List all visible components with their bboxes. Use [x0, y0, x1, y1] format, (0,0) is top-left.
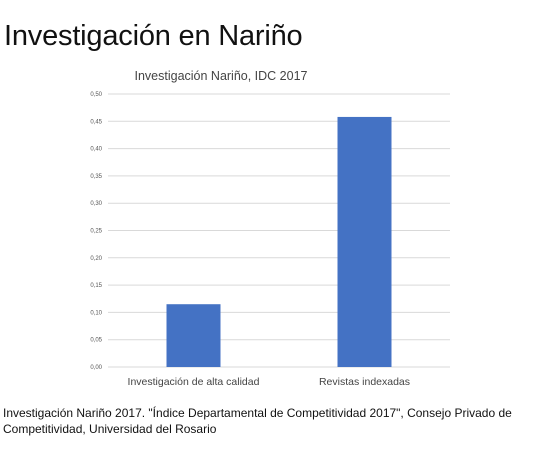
bar	[337, 116, 392, 367]
source-caption: Investigación Nariño 2017. "Índice Depar…	[3, 406, 512, 436]
x-category-label: Investigación de alta calidad	[128, 376, 260, 388]
x-axis-category-labels: Investigación de alta calidad Revistas in…	[128, 376, 410, 388]
y-tick-label: 0,10	[90, 310, 102, 316]
bar-chart: Investigación Nariño, IDC 2017 0,000,050…	[90, 69, 450, 388]
y-tick-label: 0,35	[90, 174, 102, 180]
y-tick-label: 0,05	[90, 338, 102, 344]
slide-title: Investigación en Nariño	[4, 20, 303, 52]
y-axis-tick-labels: 0,00 0,05 0,10 0,15 0,20 0,25 0,30 0,35 0,40 0,45…	[90, 92, 102, 371]
y-tick-label: 0,50	[90, 92, 102, 98]
y-tick-label: 0,20	[90, 256, 102, 262]
bars	[166, 116, 392, 367]
y-tick-label: 0,30	[90, 201, 102, 207]
gridlines	[108, 93, 450, 368]
y-tick-label: 0,40	[90, 147, 102, 153]
y-tick-label: 0,25	[90, 229, 102, 235]
y-tick-label: 0,00	[90, 365, 102, 371]
y-tick-label: 0,15	[90, 283, 102, 289]
x-category-label: Revistas indexadas	[319, 376, 410, 388]
bar	[166, 304, 221, 367]
y-tick-label: 0,45	[90, 119, 102, 125]
chart-title: Investigación Nariño, IDC 2017	[134, 69, 307, 83]
